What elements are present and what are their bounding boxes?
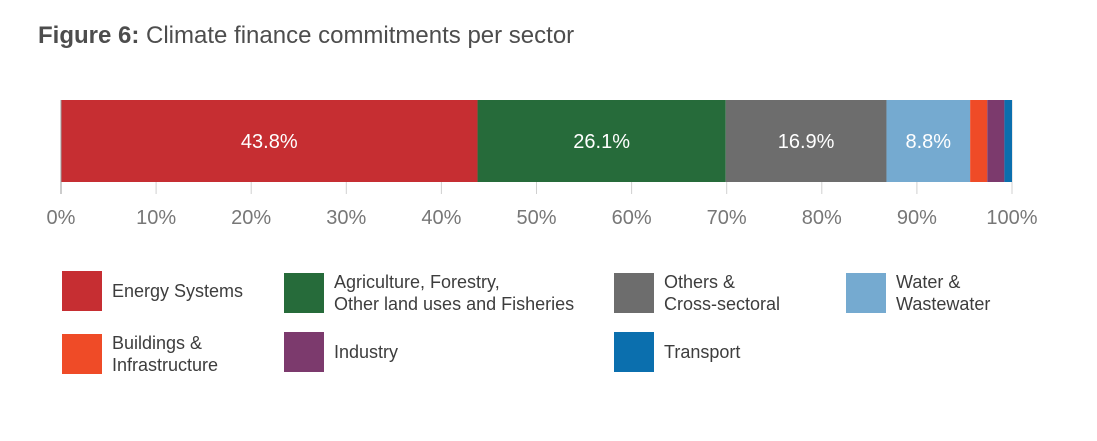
legend-label: Water & Wastewater <box>896 272 991 314</box>
legend-item: Industry <box>284 332 398 372</box>
x-tick-label: 100% <box>986 207 1037 229</box>
bar-segment <box>886 100 971 182</box>
figure-number: Figure 6: <box>38 22 140 49</box>
legend-item: Others & Cross-sectoral <box>614 271 780 315</box>
x-tick-label: 40% <box>421 207 461 229</box>
x-tick-label: 30% <box>326 207 366 229</box>
legend-swatch <box>62 334 102 374</box>
bar-segment <box>987 100 1005 182</box>
bar-segment <box>1004 100 1012 182</box>
bar-segment <box>61 100 478 182</box>
x-tick-label: 0% <box>47 207 76 229</box>
legend-label: Agriculture, Forestry, Other land uses a… <box>334 272 575 314</box>
stacked-bar-chart: 43.8% 26.1% 16.9% 8.8% 0% 10% 20% 30% 40% 50% 60% 7… <box>47 100 1038 229</box>
data-label: 8.8% <box>906 131 952 153</box>
legend-label: Energy Systems <box>112 281 244 301</box>
legend-swatch <box>846 273 886 313</box>
bar-segment <box>725 100 887 182</box>
legend-item: Buildings & Infrastructure <box>62 332 218 376</box>
legend-label: Transport <box>664 342 741 362</box>
bar-segment <box>970 100 988 182</box>
x-tick-label: 70% <box>707 207 747 229</box>
legend-swatch <box>614 332 654 372</box>
legend-item: Water & Wastewater <box>846 271 990 315</box>
legend-swatch <box>614 273 654 313</box>
x-tick-label: 60% <box>612 207 652 229</box>
data-label: 26.1% <box>573 131 630 153</box>
data-label: 16.9% <box>778 131 835 153</box>
legend-swatch <box>62 271 102 311</box>
bar-segment <box>477 100 726 182</box>
x-tick-label: 80% <box>802 207 842 229</box>
x-tick-label: 10% <box>136 207 176 229</box>
x-tick-label: 50% <box>516 207 556 229</box>
figure-caption: Climate finance commitments per sector <box>146 22 575 49</box>
legend-item: Agriculture, Forestry, Other land uses a… <box>284 271 574 315</box>
legend-label: Others & Cross-sectoral <box>664 272 781 314</box>
legend-swatch <box>284 332 324 372</box>
legend-item: Transport <box>614 332 740 372</box>
legend-swatch <box>284 273 324 313</box>
legend-label: Industry <box>334 342 399 362</box>
x-tick-label: 20% <box>231 207 271 229</box>
legend-label: Buildings & Infrastructure <box>112 333 219 375</box>
chart-title: Figure 6: Climate finance commitments pe… <box>38 22 574 50</box>
x-tick-label: 90% <box>897 207 937 229</box>
legend-item: Energy Systems <box>62 271 243 311</box>
data-label: 43.8% <box>241 131 298 153</box>
